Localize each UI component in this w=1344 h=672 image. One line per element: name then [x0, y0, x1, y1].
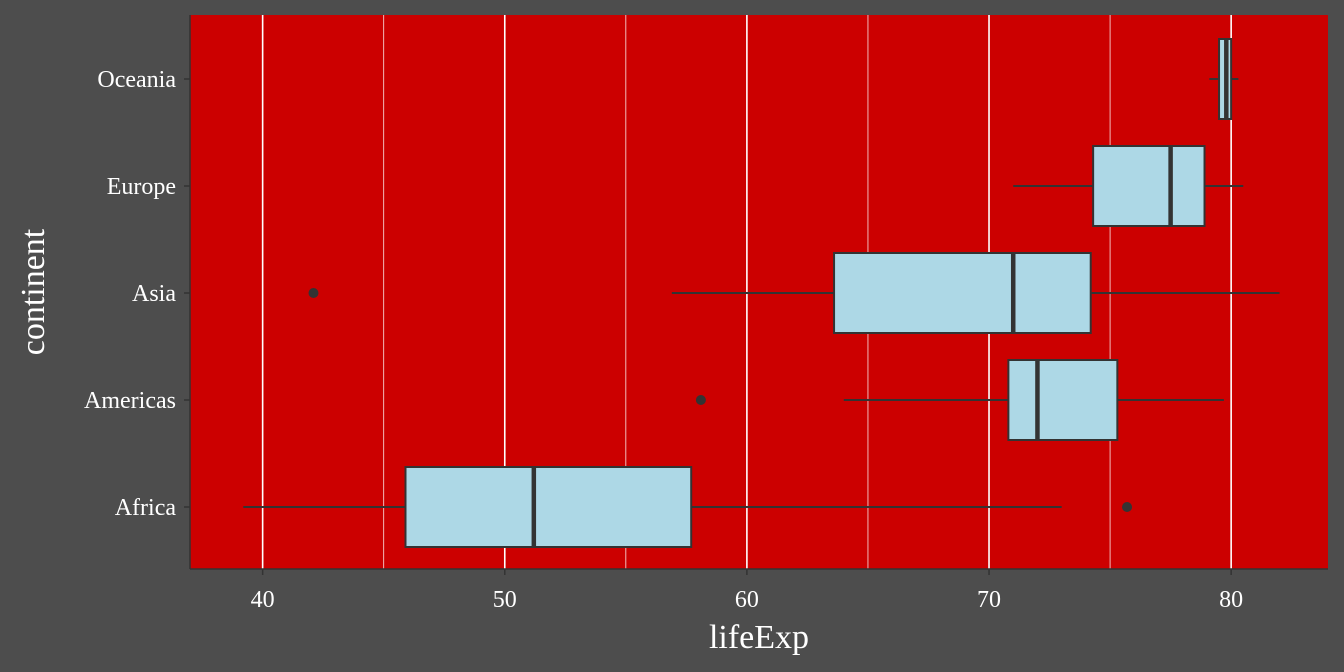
box-iqr	[1007, 359, 1119, 441]
y-axis-title: continent	[15, 228, 52, 355]
y-tick-label: Asia	[132, 281, 176, 307]
y-tick-label: Europe	[107, 174, 176, 200]
box-iqr	[404, 466, 693, 548]
outlier-point	[695, 395, 706, 405]
outlier-point	[1122, 502, 1133, 512]
x-tick-label: 50	[493, 587, 517, 613]
box-americas	[695, 359, 1224, 441]
x-tick-label: 40	[251, 587, 275, 613]
box-asia	[308, 252, 1280, 334]
x-tick-label: 60	[735, 587, 759, 613]
box-iqr	[833, 252, 1092, 334]
box-europe	[1013, 145, 1244, 227]
boxes-layer	[243, 38, 1280, 548]
y-axis-ticks: Africa Americas Asia Europe Oceania	[84, 67, 190, 521]
y-tick-label: Oceania	[97, 67, 176, 93]
x-tick-label: 70	[977, 587, 1001, 613]
box-iqr	[1092, 145, 1206, 227]
box-africa	[243, 466, 1133, 548]
x-axis-ticks: 40 50 60 70 80	[251, 569, 1243, 613]
y-tick-label: Africa	[115, 495, 177, 521]
x-axis-title: lifeExp	[709, 619, 809, 656]
x-tick-label: 80	[1219, 587, 1243, 613]
y-tick-label: Americas	[84, 388, 176, 414]
outlier-point	[308, 288, 319, 298]
box-oceania	[1209, 38, 1239, 120]
